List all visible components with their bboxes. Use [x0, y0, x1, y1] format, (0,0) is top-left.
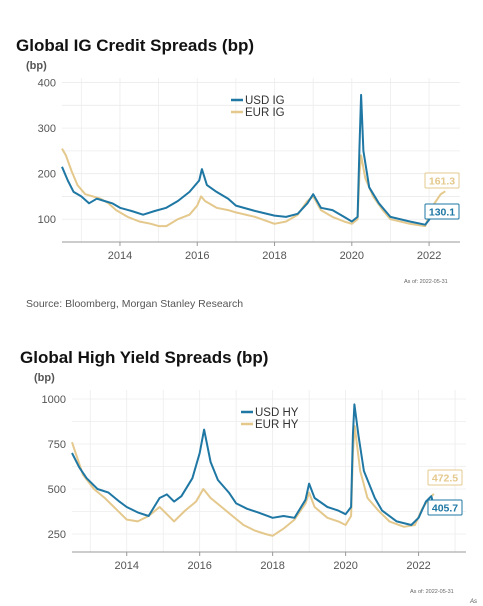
- chart2-y-tick-label: 500: [48, 484, 66, 496]
- chart1-y-tick-label: 200: [38, 169, 56, 181]
- chart1-end-label-usd-ig: 130.1: [424, 203, 460, 220]
- chart1-y-tick-label: 400: [38, 78, 56, 90]
- chart1-y-tick-label: 300: [38, 123, 56, 135]
- source-note: Source: Bloomberg, Morgan Stanley Resear…: [26, 298, 244, 310]
- ig-spreads-chart: 2014 2016 2018 2020 2022 100 200 300 400 130.1 161…: [38, 78, 460, 262]
- chart2-x-tick-label: 2014: [114, 560, 138, 572]
- chart2-end-label-text: 405.7: [432, 503, 458, 515]
- chart2-end-label-text: 472.5: [432, 473, 458, 485]
- chart2-legend-label: EUR HY: [255, 419, 299, 431]
- chart1-x-tick-label: 2022: [417, 250, 441, 262]
- chart1-end-label-text: 161.3: [429, 176, 455, 188]
- chart1-x-tick-label: 2016: [185, 250, 209, 262]
- chart2-series-usd-hy: [71, 403, 435, 526]
- chart2-series-eur-hy: [71, 425, 435, 537]
- chart1-x-tick-label: 2014: [108, 250, 132, 262]
- chart1-x-tick-label: 2018: [262, 250, 286, 262]
- chart2-end-label-box: [427, 499, 463, 516]
- chart2-end-label-eur-hy: 472.5: [427, 469, 463, 486]
- chart1-legend-label: USD IG: [245, 95, 285, 107]
- chart2-y-tick-label: 750: [48, 439, 66, 451]
- chart2-as-of: As of: 2022-05-31: [410, 589, 454, 595]
- chart2-unit-label: (bp): [34, 372, 55, 384]
- chart1-end-label-box: [424, 172, 460, 189]
- chart1-end-label-eur-ig: 161.3: [424, 172, 460, 189]
- chart1-legend-label: EUR IG: [245, 107, 285, 119]
- chart2-x-tick-label: 2022: [406, 560, 430, 572]
- chart1-title: Global IG Credit Spreads (bp): [16, 36, 255, 55]
- chart2-legend-label: USD HY: [255, 407, 299, 419]
- chart2-x-tick-label: 2016: [187, 560, 211, 572]
- chart2-end-label-usd-hy: 405.7: [427, 499, 463, 516]
- chart2-x-tick-label: 2018: [260, 560, 284, 572]
- chart2-grid: [72, 390, 466, 552]
- chart1-series-usd-ig: [61, 93, 446, 226]
- chart1-unit-label: (bp): [26, 60, 47, 72]
- chart1-end-label-text: 130.1: [429, 207, 455, 219]
- chart1-end-label-box: [424, 203, 460, 220]
- chart1-as-of: As of: 2022-05-31: [404, 279, 448, 285]
- chart1-x-tick-label: 2020: [340, 250, 364, 262]
- chart2-x-tick-label: 2020: [333, 560, 357, 572]
- edge-cut-text: As: [470, 599, 478, 605]
- chart2-title: Global High Yield Spreads (bp): [20, 348, 269, 367]
- chart2-y-tick-label: 250: [48, 529, 66, 541]
- chart2-end-label-box: [427, 469, 463, 486]
- chart1-y-tick-label: 100: [38, 214, 56, 226]
- chart2-y-tick-label: 1000: [42, 394, 66, 406]
